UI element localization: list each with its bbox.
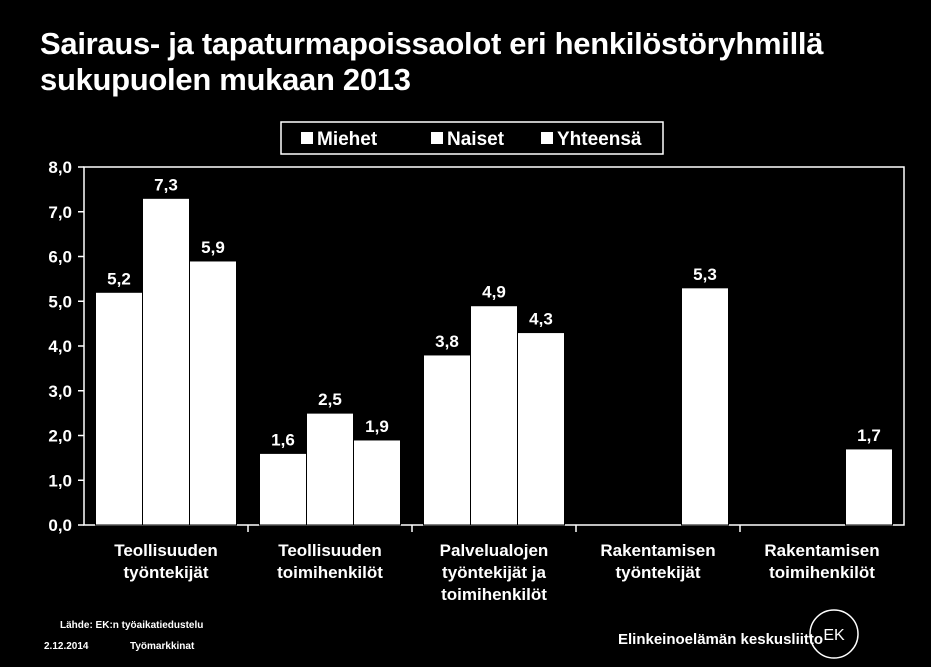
data-label: 3,8 bbox=[435, 332, 459, 351]
title-line-2: sukupuolen mukaan 2013 bbox=[40, 62, 411, 97]
y-tick-label: 0,0 bbox=[48, 516, 72, 535]
y-tick-label: 4,0 bbox=[48, 337, 72, 356]
y-tick-label: 6,0 bbox=[48, 248, 72, 267]
legend-swatch bbox=[541, 132, 553, 144]
y-tick-label: 7,0 bbox=[48, 203, 72, 222]
y-tick-label: 5,0 bbox=[48, 292, 72, 311]
bar-naiset bbox=[470, 305, 518, 526]
x-category-label: Teollisuuden bbox=[114, 541, 218, 560]
legend-label: Yhteensä bbox=[557, 129, 642, 150]
x-category-label: toimihenkilöt bbox=[441, 585, 547, 604]
chart-title: Sairaus- ja tapaturmapoissaolot eri henk… bbox=[40, 26, 910, 98]
bar-yhteensä bbox=[681, 287, 729, 526]
x-category-label: Teollisuuden bbox=[278, 541, 382, 560]
legend-swatch bbox=[301, 132, 313, 144]
data-label: 1,7 bbox=[857, 426, 881, 445]
bar-naiset bbox=[306, 412, 354, 526]
data-label: 4,3 bbox=[529, 310, 553, 329]
x-category-label: toimihenkilöt bbox=[277, 563, 383, 582]
source-note: Lähde: EK:n työaikatiedustelu bbox=[60, 620, 204, 631]
data-label: 5,9 bbox=[201, 238, 225, 257]
data-label: 1,9 bbox=[365, 417, 389, 436]
bar-miehet bbox=[95, 291, 143, 526]
ek-logo-circle bbox=[809, 609, 859, 659]
x-category-label: työntekijät ja bbox=[442, 563, 546, 582]
bar-naiset bbox=[142, 197, 190, 526]
legend-swatch bbox=[431, 132, 443, 144]
x-category-label: Rakentamisen bbox=[764, 541, 879, 560]
data-label: 4,9 bbox=[482, 283, 506, 302]
legend-box bbox=[280, 121, 664, 155]
y-tick-label: 8,0 bbox=[48, 158, 72, 177]
ek-logo-text: EK bbox=[823, 627, 845, 644]
footer-author: Työmarkkinat bbox=[130, 641, 195, 652]
x-category-label: Rakentamisen bbox=[600, 541, 715, 560]
data-label: 5,3 bbox=[693, 265, 717, 284]
x-category-label: työntekijät bbox=[615, 563, 700, 582]
bar-miehet bbox=[423, 354, 471, 526]
bar-yhteensä bbox=[845, 448, 893, 526]
bar-yhteensä bbox=[517, 332, 565, 526]
legend-label: Naiset bbox=[447, 129, 505, 150]
y-tick-label: 1,0 bbox=[48, 471, 72, 490]
data-label: 1,6 bbox=[271, 430, 295, 449]
footer-date: 2.12.2014 bbox=[44, 641, 89, 652]
x-category-label: Palvelualojen bbox=[440, 541, 549, 560]
bar-yhteensä bbox=[353, 439, 401, 526]
ek-logo: EK bbox=[809, 609, 859, 659]
x-category-label: toimihenkilöt bbox=[769, 563, 875, 582]
data-label: 5,2 bbox=[107, 269, 131, 288]
title-line-1: Sairaus- ja tapaturmapoissaolot eri henk… bbox=[40, 26, 824, 61]
data-label: 7,3 bbox=[154, 175, 178, 194]
legend-label: Miehet bbox=[317, 129, 378, 150]
x-category-label: työntekijät bbox=[123, 563, 208, 582]
y-tick-label: 2,0 bbox=[48, 427, 72, 446]
y-tick-label: 3,0 bbox=[48, 382, 72, 401]
bar-miehet bbox=[259, 452, 307, 526]
bar-yhteensä bbox=[189, 260, 237, 526]
data-label: 2,5 bbox=[318, 390, 342, 409]
organization-name: Elinkeinoelämän keskusliitto bbox=[618, 631, 824, 648]
